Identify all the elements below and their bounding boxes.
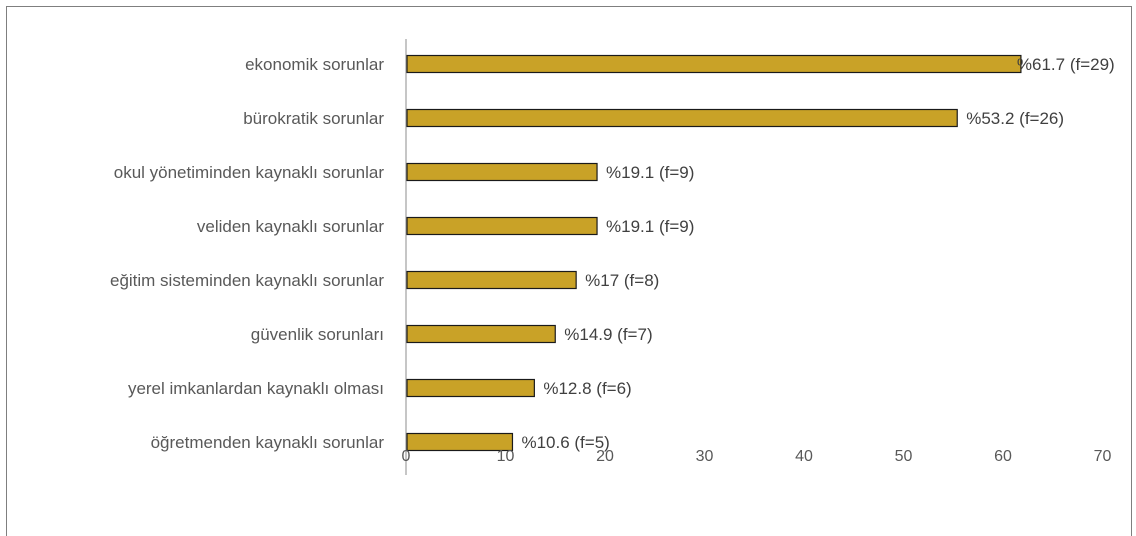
data-label: %17 (f=8): [585, 271, 659, 290]
category-labels: ekonomik sorunlar bürokratik sorunlar okul…: [110, 55, 384, 452]
data-label: %10.6 (f=5): [521, 433, 609, 452]
category-label: ekonomik sorunlar: [245, 55, 384, 74]
category-label: bürokratik sorunlar: [243, 109, 384, 128]
x-axis-tick-labels: 0 10 20 30 40 50 60 70: [402, 448, 1112, 465]
bar: [406, 216, 598, 236]
bar: [406, 162, 598, 182]
category-label: yerel imkanlardan kaynaklı olması: [128, 379, 384, 398]
x-tick-label: 10: [497, 448, 515, 465]
bar: [406, 324, 556, 344]
bar: [406, 54, 1022, 74]
x-tick-label: 0: [402, 448, 411, 465]
data-label: %19.1 (f=9): [606, 217, 694, 236]
bar: [406, 378, 535, 398]
data-labels: %61.7 (f=29) %53.2 (f=26) %19.1 (f=9) %19.1…: [521, 55, 1114, 452]
x-tick-label: 20: [596, 448, 614, 465]
data-label: %14.9 (f=7): [564, 325, 652, 344]
x-tick-label: 60: [994, 448, 1012, 465]
bars: [406, 54, 1022, 452]
category-label: veliden kaynaklı sorunlar: [197, 217, 384, 236]
x-tick-label: 50: [895, 448, 913, 465]
bar: [406, 270, 577, 290]
x-tick-label: 40: [795, 448, 813, 465]
x-tick-label: 30: [696, 448, 714, 465]
category-label: okul yönetiminden kaynaklı sorunlar: [114, 163, 385, 182]
data-label: %19.1 (f=9): [606, 163, 694, 182]
bar: [406, 432, 514, 452]
bar: [406, 108, 958, 128]
category-label: öğretmenden kaynaklı sorunlar: [151, 433, 385, 452]
data-label: %53.2 (f=26): [966, 109, 1064, 128]
x-tick-label: 70: [1094, 448, 1112, 465]
data-label: %61.7 (f=29): [1017, 55, 1115, 74]
category-label: güvenlik sorunları: [251, 325, 384, 344]
chart-frame: ekonomik sorunlar bürokratik sorunlar okul…: [6, 6, 1132, 536]
category-label: eğitim sisteminden kaynaklı sorunlar: [110, 271, 384, 290]
data-label: %12.8 (f=6): [543, 379, 631, 398]
bar-chart: ekonomik sorunlar bürokratik sorunlar okul…: [110, 39, 1115, 475]
